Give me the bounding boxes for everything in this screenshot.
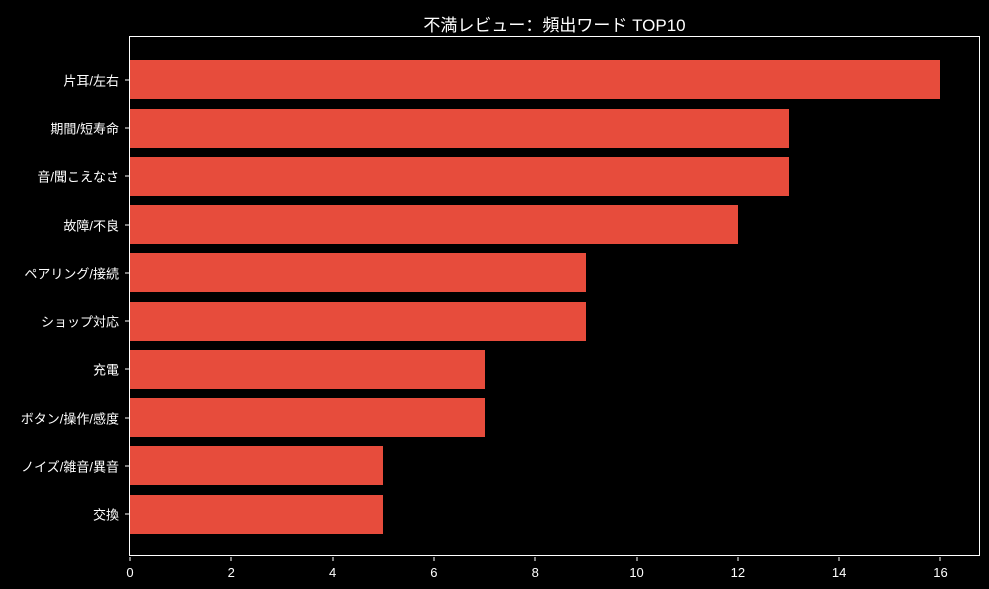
x-tick-mark: [636, 557, 638, 561]
chart-title: 不満レビュー：頻出ワード TOP10: [423, 16, 686, 35]
y-tick-mark: [125, 513, 129, 515]
y-axis-label: 故障/不良: [63, 218, 119, 234]
y-axis-label: 交換: [92, 507, 119, 523]
bar: [130, 109, 789, 148]
x-axis-label: 8: [531, 565, 539, 580]
x-axis-label: 14: [831, 565, 847, 580]
bar: [130, 205, 738, 244]
x-axis-label: 2: [227, 565, 235, 580]
x-tick-mark: [332, 557, 334, 561]
bar: [130, 60, 940, 99]
y-axis-label: 充電: [92, 362, 119, 378]
y-tick-mark: [125, 272, 129, 274]
x-axis-label: 10: [629, 565, 644, 580]
y-tick-mark: [125, 127, 129, 129]
bar: [130, 398, 485, 437]
bar: [130, 495, 383, 534]
y-axis-label: ショップ対応: [40, 314, 119, 330]
x-tick-mark: [737, 557, 739, 561]
y-tick-mark: [125, 224, 129, 226]
x-tick-mark: [433, 557, 435, 561]
x-tick-mark: [534, 557, 536, 561]
bar: [130, 350, 485, 389]
y-tick-mark: [125, 175, 129, 177]
x-axis-label: 12: [730, 565, 746, 580]
y-axis-label: ボタン/操作/感度: [20, 411, 119, 427]
x-tick-mark: [939, 557, 941, 561]
y-tick-mark: [125, 417, 129, 419]
x-axis-label: 16: [933, 565, 948, 580]
bar: [130, 253, 586, 292]
y-tick-mark: [125, 79, 129, 81]
y-axis-label: 音/聞こえなさ: [37, 169, 119, 185]
y-axis-label: ノイズ/雑音/異音: [21, 459, 119, 475]
bar: [130, 446, 383, 485]
x-axis-label: 0: [126, 565, 134, 580]
plot-area: 片耳/左右期間/短寿命音/聞こえなさ故障/不良ペアリング/接続ショップ対応充電ボ…: [21, 36, 980, 580]
bar: [130, 157, 789, 196]
x-axis-label: 6: [430, 565, 438, 580]
y-axis-label: 期間/短寿命: [50, 121, 119, 137]
y-tick-mark: [125, 465, 129, 467]
x-tick-mark: [230, 557, 232, 561]
x-tick-mark: [838, 557, 840, 561]
y-tick-mark: [125, 320, 129, 322]
bar: [130, 302, 586, 341]
x-axis-label: 4: [328, 565, 337, 580]
y-axis-label: ペアリング/接続: [24, 266, 119, 282]
y-tick-mark: [125, 368, 129, 370]
x-tick-mark: [129, 557, 131, 561]
y-axis-label: 片耳/左右: [63, 73, 119, 89]
